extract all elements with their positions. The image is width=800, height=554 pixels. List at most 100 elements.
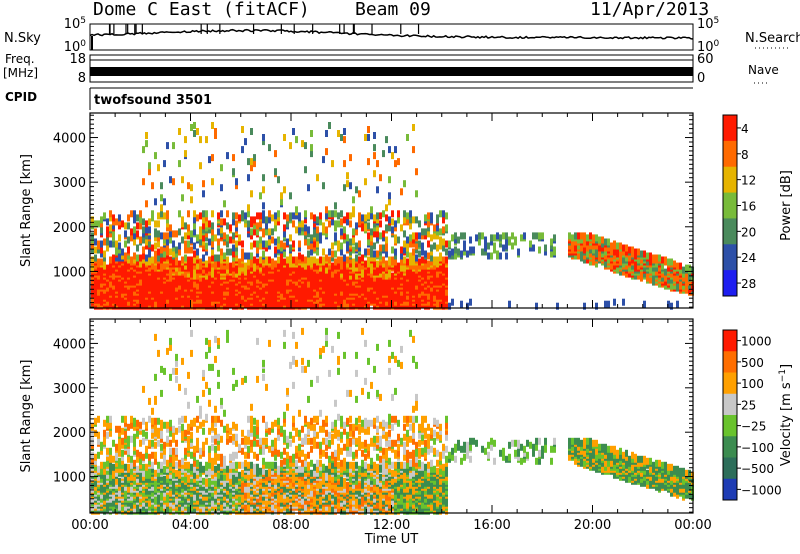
power-panel-cell — [262, 138, 265, 146]
power-panel-cell — [445, 224, 448, 232]
velocity-panel-cell — [127, 439, 130, 447]
power-panel-cell — [133, 238, 136, 246]
power-panel-cell — [652, 276, 655, 284]
power-panel-cell — [133, 232, 136, 240]
velocity-panel-cell — [151, 425, 154, 433]
power-panel-cell — [208, 268, 211, 276]
power-panel-cell — [235, 220, 238, 228]
velocity-panel-cell — [151, 439, 154, 447]
power-panel-cell — [445, 240, 448, 248]
power-panel-cell — [103, 258, 106, 266]
power-panel-cell — [604, 258, 607, 266]
velocity-panel-cell — [172, 425, 175, 433]
power-panel-cell — [685, 264, 688, 272]
power-panel-cell — [388, 216, 391, 224]
power-panel-cell — [676, 282, 679, 290]
power-panel-cell — [151, 260, 154, 268]
power-panel-cell — [190, 296, 193, 304]
power-panel-cell — [493, 234, 496, 242]
nsearch-tick-top: 105 — [697, 16, 719, 32]
power-panel-cell — [262, 174, 265, 182]
power-panel-cell — [343, 216, 346, 224]
power-panel-cell — [631, 246, 634, 254]
power-panel-cell — [265, 222, 268, 230]
nsearch-tick-bottom: 100 — [697, 39, 720, 55]
power-panel-cell — [412, 248, 415, 256]
power-panel-cell — [202, 210, 205, 218]
velocity-panel-cell — [172, 435, 175, 443]
velocity-panel-cell — [103, 467, 106, 475]
power-panel-cell — [313, 230, 316, 238]
power-panel-cell — [250, 158, 253, 166]
power-panel-cell — [634, 272, 637, 280]
power-panel-cell — [205, 214, 208, 222]
power-panel-ytick-label: 4000 — [53, 132, 86, 147]
nave-tick-top: 60 — [697, 52, 714, 67]
velocity-panel-cell — [106, 421, 109, 429]
power-panel-cell — [298, 268, 301, 276]
power-panel-cell — [97, 220, 100, 228]
power-panel-cell — [112, 230, 115, 238]
power-panel-cell — [442, 274, 445, 282]
power-panel-cell — [202, 222, 205, 230]
power-panel-cell — [337, 244, 340, 252]
power-panel-cell — [286, 238, 289, 246]
power-panel-cell — [112, 222, 115, 230]
power-panel-cell — [274, 150, 277, 158]
power-panel-cell — [247, 268, 250, 276]
power-panel-cell — [361, 262, 364, 270]
velocity-panel-cell — [157, 461, 160, 469]
power-panel-cell — [130, 210, 133, 218]
power-panel-cell — [667, 264, 670, 272]
velocity-panel-cell — [160, 431, 163, 439]
power-panel-cell — [664, 282, 667, 290]
power-panel-cell — [409, 268, 412, 276]
velocity-panel-cell — [118, 441, 121, 449]
power-panel-cell — [304, 210, 307, 218]
power-panel-cell — [442, 216, 445, 224]
power-panel-cell — [175, 256, 178, 264]
velocity-panel-cell — [160, 461, 163, 469]
power-panel-cell — [244, 216, 247, 224]
power-panel-cell — [355, 270, 358, 278]
velocity-panel-cell — [172, 457, 175, 465]
power-panel-cell — [601, 244, 604, 252]
power-panel-cell — [151, 302, 154, 310]
power-panel-cell — [211, 298, 214, 306]
power-panel-cell — [385, 224, 388, 232]
power-panel-cell — [451, 252, 454, 260]
power-panel-cell — [631, 256, 634, 264]
velocity-panel-cell — [181, 415, 184, 423]
velocity-panel-cell — [136, 475, 139, 483]
power-panel-cell — [247, 158, 250, 166]
power-panel-cell — [319, 218, 322, 226]
power-panel-cell — [142, 236, 145, 244]
power-panel-cell — [181, 216, 184, 224]
power-panel-cell — [430, 234, 433, 242]
power-panel-cell — [163, 282, 166, 290]
velocity-panel-cell — [142, 489, 145, 497]
power-panel-cell — [451, 298, 454, 306]
power-panel-cell — [358, 190, 361, 198]
power-panel-cell — [376, 160, 379, 168]
nsky-tick-top: 105 — [64, 16, 86, 32]
power-panel-cell — [244, 220, 247, 228]
power-panel-cell — [421, 256, 424, 264]
power-panel-cell — [121, 248, 124, 256]
power-panel-cell — [247, 210, 250, 218]
power-panel-cell — [127, 236, 130, 244]
velocity-panel-cell — [160, 503, 163, 511]
power-panel-cell — [202, 234, 205, 242]
velocity-panel-cell — [151, 461, 154, 469]
power-panel-cell — [400, 252, 403, 260]
power-panel-cell — [277, 236, 280, 244]
power-panel-cell — [313, 260, 316, 268]
power-panel-cell — [598, 236, 601, 244]
power-panel-cell — [385, 244, 388, 252]
velocity-panel-cell — [142, 493, 145, 501]
nave-label: Nave — [748, 63, 779, 77]
power-panel-cell — [409, 216, 412, 224]
velocity-panel-cell — [121, 449, 124, 457]
power-panel-cell — [370, 266, 373, 274]
power-panel-cell — [238, 264, 241, 272]
